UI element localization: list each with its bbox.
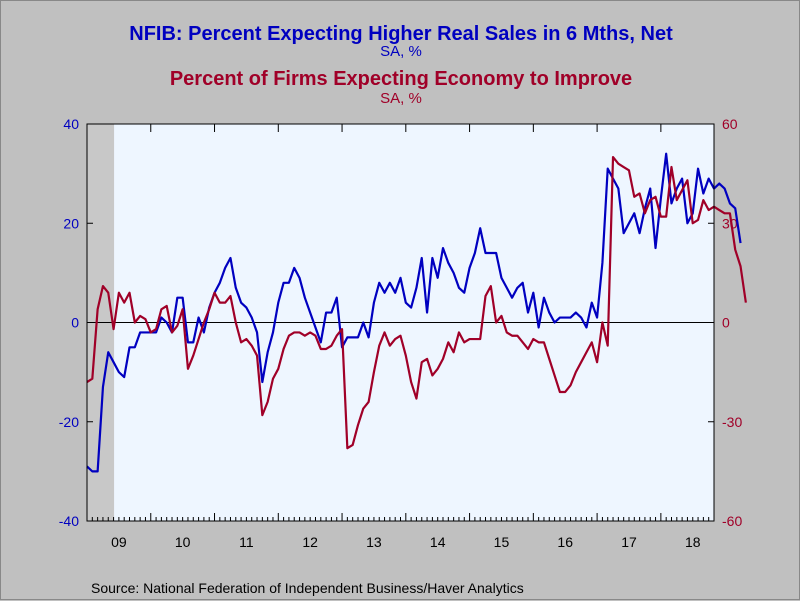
right-axis: -60 -30 0 30 60 [708,116,742,529]
chart-title: NFIB: Percent Expecting Higher Real Sale… [129,23,673,45]
left-tick-label: -40 [59,513,79,529]
x-tick-label: 13 [366,534,382,550]
chart-subtitle: Percent of Firms Expecting Economy to Im… [170,68,632,90]
left-axis: -40 -20 0 20 40 [59,116,93,529]
x-axis: 09 10 11 12 13 14 15 16 17 18 [91,124,710,550]
x-tick-label: 17 [621,534,637,550]
left-tick-label: -20 [59,414,79,430]
left-tick-label: 0 [71,315,79,331]
right-tick-label: -60 [722,513,742,529]
series-line-economy-improve [86,155,747,450]
right-tick-label: 30 [722,215,738,231]
chart-title-units: SA, % [380,43,422,60]
left-tick-label: 20 [63,215,79,231]
right-tick-label: 60 [722,116,738,132]
plot-border [86,123,715,522]
series-line-real-sales [86,152,742,473]
x-tick-label: 14 [430,534,446,550]
right-tick-label: -30 [722,414,742,430]
x-tick-label: 15 [494,534,510,550]
x-tick-label: 11 [239,534,254,550]
x-tick-label: 16 [557,534,573,550]
x-tick-label: 09 [111,534,127,550]
source-note: Source: National Federation of Independe… [91,580,524,596]
left-tick-label: 40 [63,116,79,132]
x-tick-label: 10 [175,534,191,550]
x-tick-label: 12 [302,534,318,550]
right-tick-label: 0 [722,315,730,331]
chart-subtitle-units: SA, % [380,90,422,107]
series-layer [86,152,747,473]
x-tick-label: 18 [685,534,701,550]
